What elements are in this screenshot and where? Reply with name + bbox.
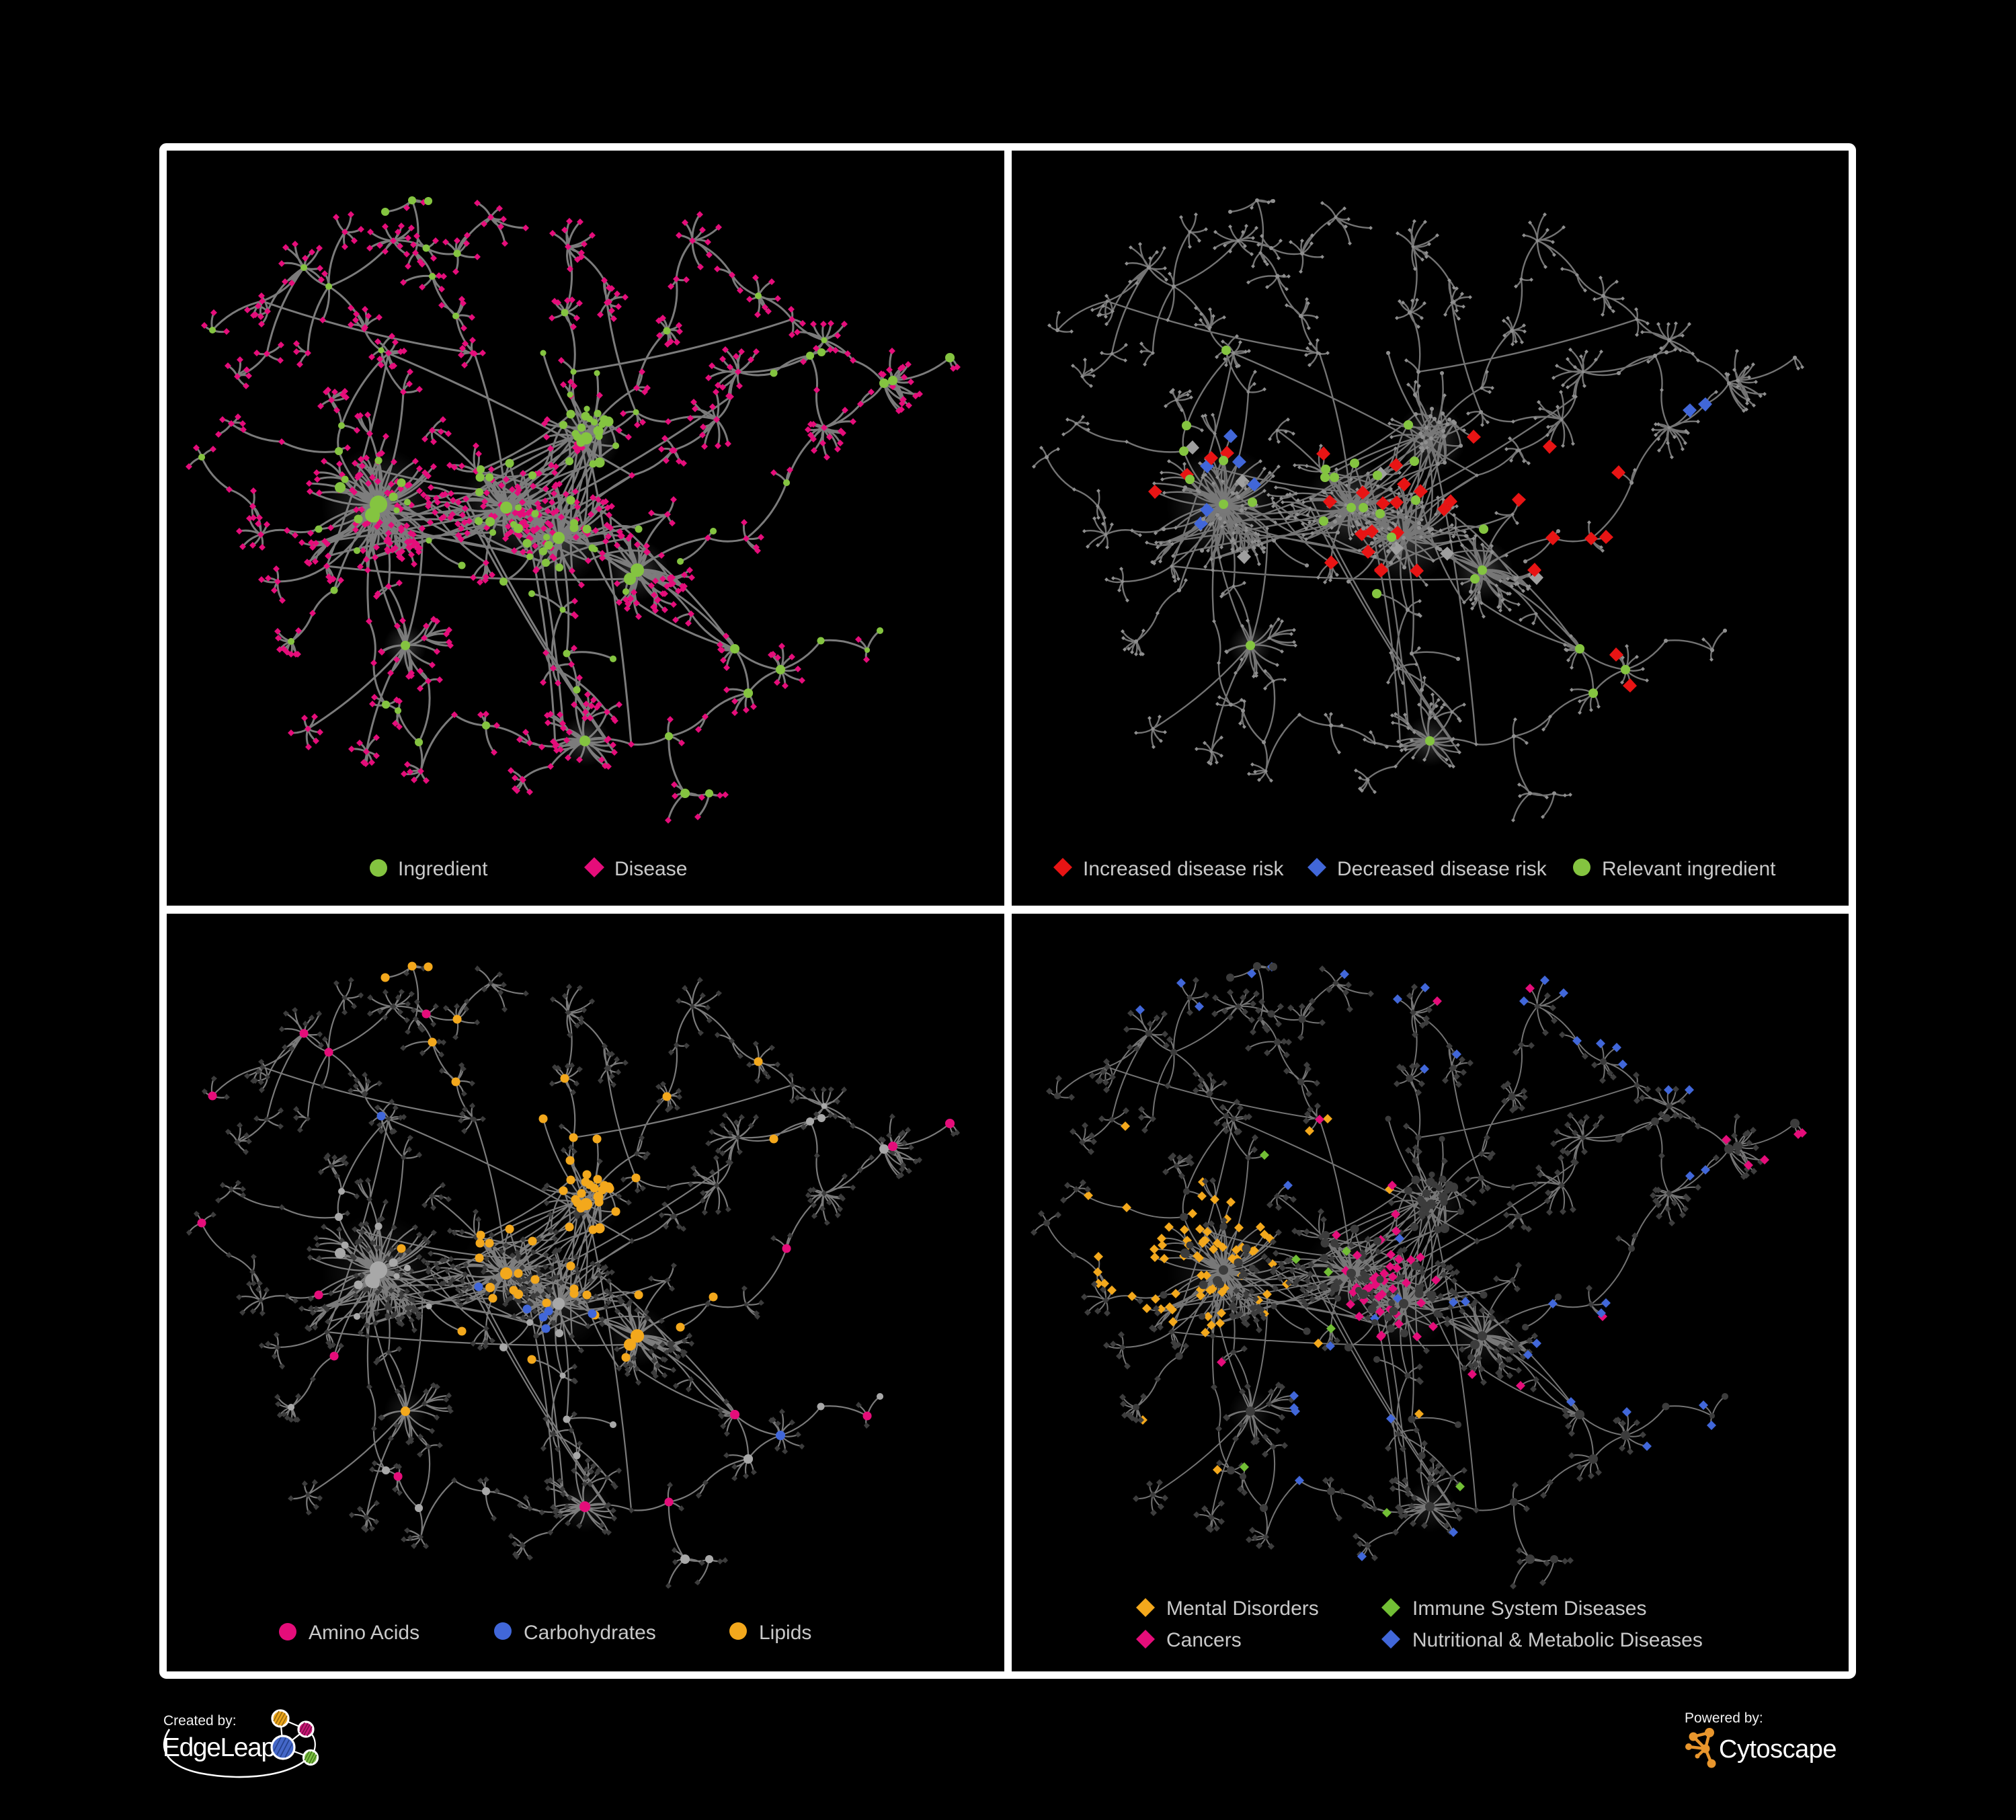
svg-text:Created by:: Created by: xyxy=(163,1713,237,1729)
svg-text:Lipids: Lipids xyxy=(759,1622,811,1644)
svg-text:EdgeLeap: EdgeLeap xyxy=(163,1733,275,1762)
svg-text:Ingredient: Ingredient xyxy=(398,858,488,880)
svg-text:Carbohydrates: Carbohydrates xyxy=(524,1622,656,1644)
svg-text:Amino Acids: Amino Acids xyxy=(309,1622,419,1644)
svg-text:Increased disease risk: Increased disease risk xyxy=(1083,858,1284,880)
svg-text:Cancers: Cancers xyxy=(1166,1629,1242,1651)
svg-text:Mental Disorders: Mental Disorders xyxy=(1166,1597,1319,1620)
svg-text:Cytoscape: Cytoscape xyxy=(1719,1735,1837,1764)
svg-text:Relevant ingredient: Relevant ingredient xyxy=(1602,858,1776,880)
svg-text:Powered by:: Powered by: xyxy=(1685,1710,1763,1726)
svg-text:Nutritional & Metabolic Diseas: Nutritional & Metabolic Diseases xyxy=(1412,1629,1703,1651)
svg-text:Decreased disease risk: Decreased disease risk xyxy=(1337,858,1547,880)
svg-text:Immune System Diseases: Immune System Diseases xyxy=(1412,1597,1646,1620)
svg-text:Disease: Disease xyxy=(614,858,687,880)
